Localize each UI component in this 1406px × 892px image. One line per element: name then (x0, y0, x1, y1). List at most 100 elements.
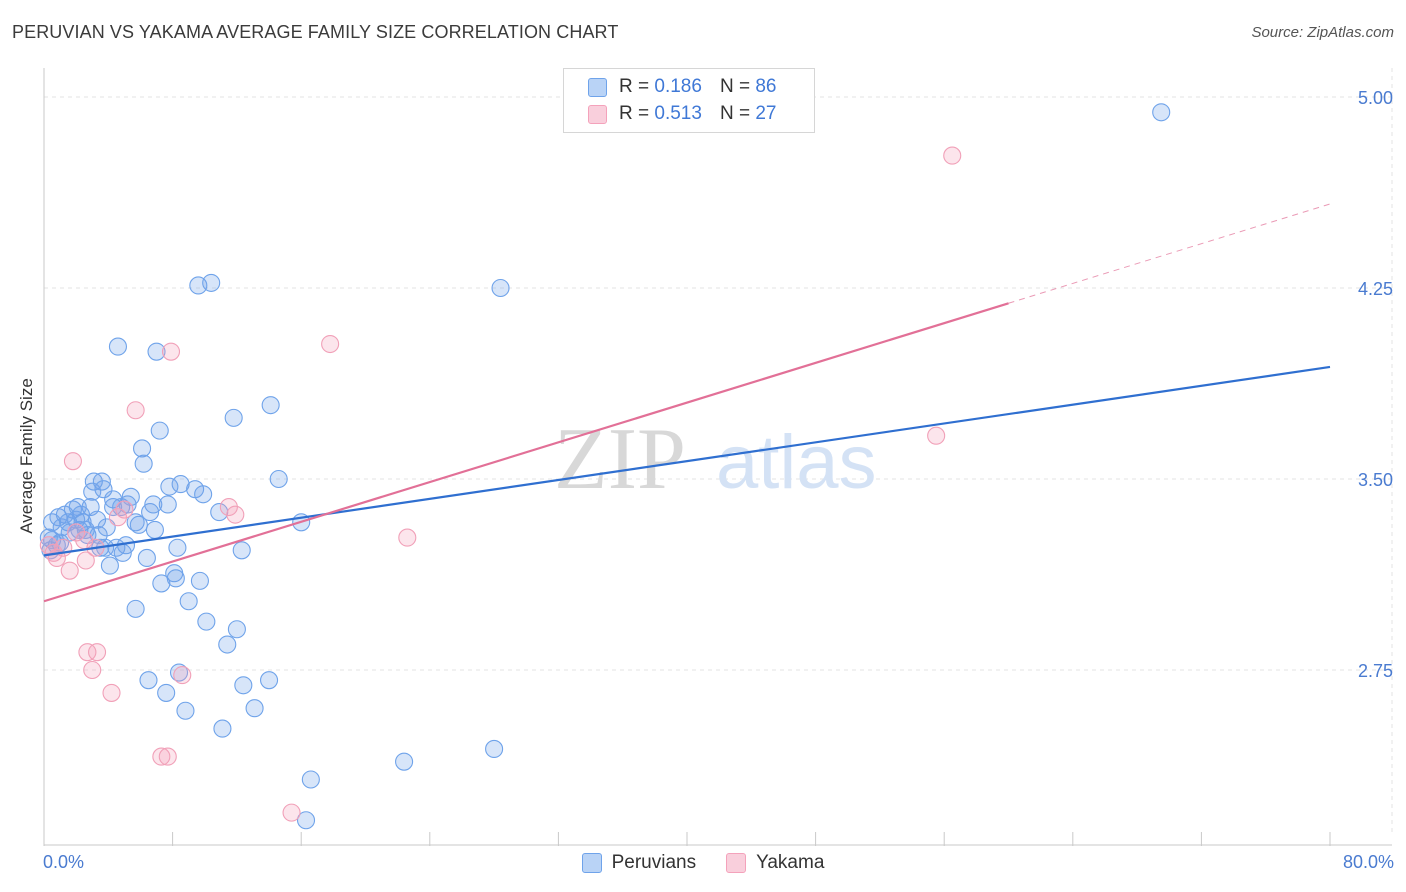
peruvians-point (87, 510, 107, 529)
peruvians-point (92, 472, 111, 491)
peruvians-point (202, 273, 221, 292)
legend-n-peruvians: 86 (755, 76, 777, 97)
peruvians-point (169, 663, 189, 682)
watermark-zip: ZIP (554, 411, 686, 508)
yakama-point (321, 334, 340, 354)
legend-n-label: N = (719, 103, 751, 124)
source-label: Source: ZipAtlas.com (1251, 24, 1394, 41)
x-tick-min: 0.0% (43, 852, 85, 872)
peruvians-point (395, 752, 414, 771)
x-tick-max: 80.0% (1342, 852, 1394, 872)
peruvians-point (157, 683, 176, 702)
peruvians-point (133, 439, 152, 458)
watermark: ZIP atlas (554, 411, 877, 508)
peruvians-point (144, 495, 163, 514)
peruvians-point (158, 495, 177, 514)
y-tick-label: 3.50 (1358, 470, 1393, 490)
yakama-points (39, 146, 962, 822)
peruvians-trend-line (43, 365, 1331, 557)
yakama-point (102, 683, 121, 702)
peruvians-point (301, 770, 320, 789)
legend-r-label: R = (619, 103, 650, 124)
watermark-atlas: atlas (716, 420, 877, 505)
peruvians-point (166, 569, 185, 588)
yakama-point (126, 401, 145, 420)
y-tick-label: 2.75 (1358, 661, 1393, 681)
yakama-point (60, 561, 79, 580)
yakama-point (173, 666, 192, 685)
peruvians-point (194, 485, 213, 504)
peruvians-point (152, 574, 171, 593)
peruvians-point (197, 612, 216, 631)
peruvians-point (129, 515, 148, 534)
chart-title: PERUVIAN VS YAKAMA AVERAGE FAMILY SIZE C… (12, 22, 619, 42)
peruvians-point (296, 811, 316, 830)
y-tick-label: 4.25 (1358, 279, 1393, 299)
grid-lines (44, 68, 1393, 832)
peruvians-point (232, 541, 251, 560)
peruvians-point (126, 599, 145, 618)
legend-label-peruvians: Peruvians (611, 852, 697, 873)
yakama-trend-line (43, 302, 1009, 603)
stats-legend: R = 0.186 N = 86 R = 0.513 N = 27 (563, 68, 815, 133)
yakama-point (76, 551, 95, 570)
peruvians-point (150, 421, 169, 440)
legend-swatch-peruvians (588, 77, 607, 97)
peruvians-point (108, 337, 127, 356)
yakama-point (943, 146, 962, 165)
peruvians-point (126, 513, 145, 532)
peruvians-point (227, 620, 246, 639)
yakama-point (63, 452, 82, 471)
peruvians-point (213, 719, 232, 738)
yakama-point (927, 426, 946, 445)
legend-label-yakama: Yakama (756, 852, 825, 873)
peruvians-point (171, 475, 190, 494)
y-tick-label: 5.00 (1358, 88, 1393, 108)
peruvians-point (485, 739, 504, 758)
legend-r-label: R = (619, 76, 650, 97)
peruvians-point (134, 454, 153, 473)
peruvians-point (190, 571, 209, 590)
yakama-point (83, 660, 102, 680)
peruvians-point (160, 477, 179, 496)
legend-n-yakama: 27 (755, 103, 777, 124)
peruvians-point (147, 342, 166, 361)
y-tick-labels: 2.75 3.50 4.25 5.00 (1358, 88, 1393, 681)
peruvians-point (137, 548, 156, 567)
peruvians-point (139, 671, 158, 690)
peruvians-point (218, 635, 237, 654)
yakama-point (87, 643, 107, 662)
series-legend: Peruvians Yakama (0, 852, 1406, 874)
legend-row-yakama: R = 0.513 N = 27 (588, 103, 776, 125)
peruvians-point (145, 520, 164, 539)
trend-lines (43, 203, 1331, 603)
peruvians-point (168, 538, 187, 557)
yakama-point (219, 497, 238, 517)
peruvians-point (269, 469, 288, 489)
legend-n-label: N = (719, 76, 751, 97)
legend-swatch-yakama (726, 853, 747, 873)
legend-swatch-peruvians (581, 853, 602, 873)
peruvians-point (97, 518, 116, 537)
peruvians-point (71, 505, 91, 524)
yakama-trend-line-extension (1008, 203, 1331, 304)
yakama-point (78, 643, 97, 662)
peruvians-point (100, 556, 119, 575)
yakama-point (158, 747, 177, 766)
yakama-point (226, 505, 245, 524)
yakama-point (108, 508, 127, 527)
peruvians-point (261, 396, 280, 415)
yakama-point (398, 528, 417, 547)
legend-item-peruvians: Peruvians (581, 852, 697, 874)
peruvians-point (176, 701, 195, 720)
legend-item-yakama: Yakama (726, 852, 824, 874)
yakama-point (115, 500, 134, 519)
peruvians-point (491, 278, 510, 298)
legend-r-yakama: 0.513 (654, 103, 702, 124)
yakama-point (152, 747, 171, 766)
peruvians-point (245, 699, 264, 718)
peruvians-point (259, 671, 279, 690)
yakama-point (161, 342, 181, 361)
peruvians-point (51, 533, 70, 552)
